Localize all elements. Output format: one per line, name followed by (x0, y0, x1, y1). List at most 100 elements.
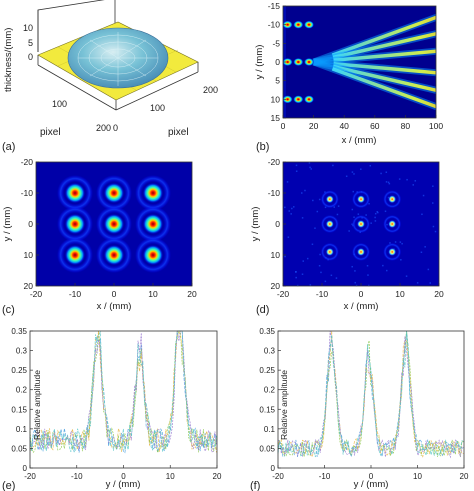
profile-series-line (29, 330, 217, 453)
panel-e-x-ticks: -20 -10 0 10 20 (24, 465, 222, 481)
y-tick-label: 10 (24, 250, 34, 260)
panel-b-focal-spot (283, 20, 293, 29)
profile-series-line (277, 330, 464, 458)
panel-d-speckle (295, 271, 297, 273)
panel-label-f: (f) (250, 480, 260, 491)
x-tick-label: -10 (319, 472, 331, 481)
panel-d-y-ticks: -20 -10 0 10 20 (268, 157, 286, 291)
panel-d-speckle (401, 242, 403, 245)
y-tick-label: 0.15 (259, 405, 275, 414)
y-tick-label: 5 (275, 76, 280, 86)
panel-b-xlabel: x / (mm) (342, 135, 377, 146)
panel-a: 10 5 0 thickness/(mm) 100 200 pixel 0 10… (2, 0, 218, 153)
y-tick-label: 0 (271, 464, 276, 473)
panel-d-speckle (432, 225, 435, 228)
panel-e-xlabel: y / (mm) (106, 479, 141, 490)
panel-d-speckle (301, 273, 304, 275)
panel-d-speckle (309, 166, 311, 169)
panel-a-zlabel: thickness/(mm) (3, 28, 14, 92)
profile-series-line (29, 330, 217, 453)
panel-d-speckle (284, 255, 286, 258)
panel-b-y-ticks: -15 -10 -5 0 5 10 15 (268, 1, 286, 123)
panel-d-speckle (416, 282, 419, 284)
x-tick-label: -20 (24, 472, 36, 481)
panel-e-plot-area (30, 331, 217, 468)
x-tick-label: 100 (429, 121, 443, 131)
panel-b-focal-spot (293, 58, 304, 66)
panel-d-ylabel: y / (mm) (250, 207, 261, 242)
panel-d-speckle (420, 251, 423, 254)
panel-c-spot (143, 214, 163, 234)
panel-c-spot (65, 183, 85, 203)
panel-d-speckle (301, 192, 303, 194)
panel-d-speckle (357, 213, 360, 215)
panel-d-speckle (351, 265, 353, 268)
x-tick-label: 10 (413, 472, 422, 481)
panel-d-speckle (429, 282, 432, 284)
panel-b-beam-core (331, 15, 436, 57)
panel-label-b: (b) (256, 141, 269, 153)
x-tick-label: 60 (370, 121, 380, 131)
y-tick-label: 0.35 (11, 327, 27, 336)
panel-d-speckle (360, 168, 362, 170)
panel-d-speckle (385, 171, 388, 173)
panel-d-spot (325, 247, 334, 256)
panel-d-spot (388, 220, 397, 228)
x-tick-label: -10 (69, 289, 82, 299)
panel-c-xlabel: x / (mm) (97, 301, 132, 312)
panel-c-spot (65, 245, 85, 265)
y-tick-label: 0.35 (259, 327, 275, 336)
panel-d-speckle (412, 184, 415, 186)
x-tick-label: 20 (460, 472, 469, 481)
x-tick-label: -20 (272, 472, 284, 481)
panel-a-right-tick: 200 (203, 85, 218, 95)
x-tick-label: 0 (112, 289, 117, 299)
panel-d-speckle (369, 164, 372, 167)
panel-c-spot (104, 214, 124, 234)
panel-b-focal-spot (283, 95, 293, 104)
panel-d-speckle (335, 277, 338, 279)
panel-a-lens-pattern (77, 32, 159, 86)
y-tick-label: -15 (268, 1, 281, 11)
panel-d-speckle (368, 284, 370, 287)
y-tick-label: 0.15 (11, 405, 27, 414)
panel-a-z-tick: 10 (23, 23, 33, 33)
panel-d-speckle (376, 211, 378, 213)
panel-d-spot (357, 195, 365, 204)
panel-d-speckle (380, 172, 382, 175)
panel-d-speckle (332, 164, 334, 167)
panel-d-speckle (324, 206, 327, 209)
panel-a-left-label: pixel (40, 127, 61, 138)
panel-d-speckle (351, 208, 354, 211)
y-tick-label: 0.05 (11, 444, 27, 453)
panel-f-x-ticks: -20 -10 0 10 20 (272, 465, 469, 481)
panel-d-speckle (290, 213, 292, 215)
panel-c-spot (143, 183, 163, 203)
panel-e-y-ticks: 0 0.05 0.1 0.15 0.2 0.25 0.3 0.35 (11, 327, 33, 473)
panel-d-speckle (352, 190, 355, 193)
x-tick-label: 0 (359, 289, 364, 299)
panel-a-z-ticks: 10 5 0 (23, 23, 33, 62)
panel-a-z-tick: 5 (28, 38, 33, 48)
panel-d-speckle (295, 164, 298, 167)
y-tick-label: -10 (21, 188, 34, 198)
panel-a-left-ticks: 100 200 (52, 99, 111, 133)
profile-series-line (29, 330, 217, 453)
panel-d-speckle (330, 274, 333, 277)
panel-d-speckle (368, 202, 370, 205)
panel-d-speckle (308, 162, 311, 164)
x-tick-label: 20 (213, 472, 222, 481)
panel-d-speckle (301, 217, 304, 219)
panel-d-speckle (354, 270, 356, 272)
panel-d-speckle (295, 276, 297, 279)
panel-d-speckle (291, 207, 293, 210)
panel-c-x-ticks: -20 -10 0 10 20 (30, 283, 197, 299)
panel-d-speckle (286, 181, 289, 183)
x-tick-label: 80 (401, 121, 411, 131)
panel-e: 0 0.05 0.1 0.15 0.2 0.25 0.3 0.35 -20 -10 0 10 20 R… (2, 327, 222, 491)
y-tick-label: 0.1 (264, 425, 276, 434)
panel-d-speckle (312, 199, 314, 202)
panel-d-speckle (389, 242, 391, 244)
panel-e-ylabel: Relative amplitude (32, 370, 42, 440)
